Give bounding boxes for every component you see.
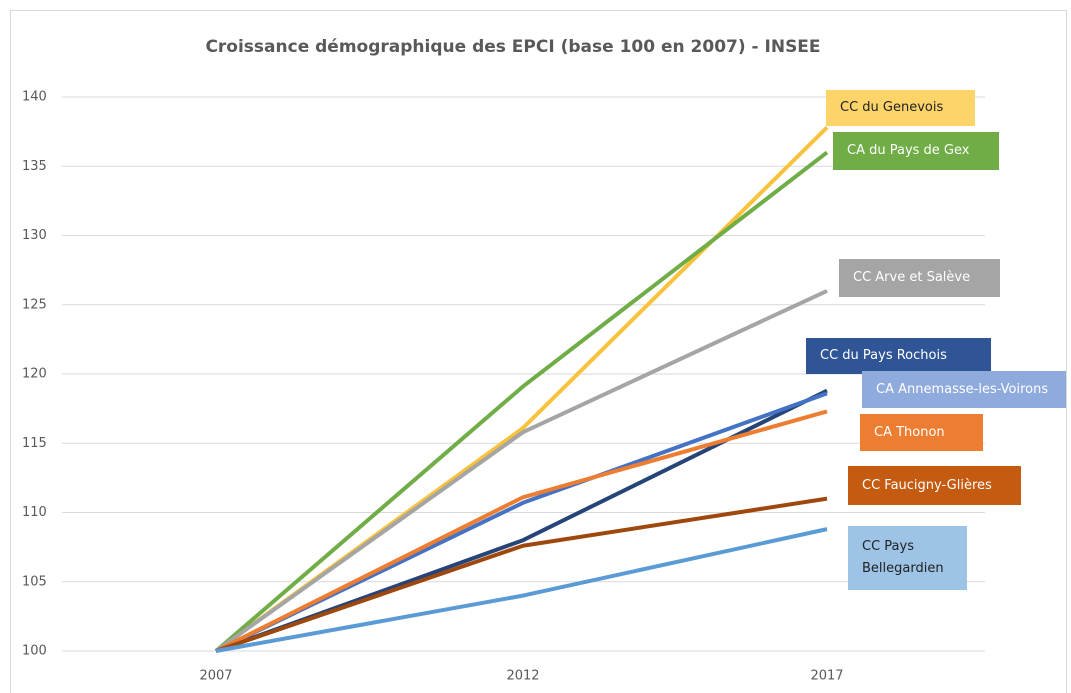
series-line [215,409,828,653]
y-tick-label: 135 [22,159,47,174]
series-line [215,527,828,653]
x-tick-label: 2007 [199,669,232,684]
x-tick-label: 2017 [810,669,843,684]
y-tick-label: 105 [22,574,47,589]
series-label: CA du Pays de Gex [833,132,999,170]
series-label: CC Pays Bellegardien [848,526,967,590]
series-label: CC Arve et Salève [839,259,1000,297]
y-tick-label: 140 [22,90,47,105]
series-line [214,150,829,653]
series-label: CC Faucigny-Glières [848,466,1021,505]
y-tick-label: 125 [22,297,47,312]
y-tick-label: 130 [22,228,47,243]
chart-border [10,10,1067,693]
series-label: CA Thonon [860,414,983,451]
series-label: CC du Pays Rochois [806,338,991,374]
y-tick-label: 110 [22,505,47,520]
series-label: CC du Genevois [826,90,975,126]
y-tick-label: 100 [22,644,47,659]
y-tick-label: 115 [22,436,47,451]
series-line [214,289,828,653]
x-tick-label: 2012 [506,669,539,684]
series-label: CA Annemasse-les-Voirons [862,371,1066,408]
series-line [215,496,828,653]
y-tick-label: 120 [22,367,47,382]
chart-title: Croissance démographique des EPCI (base … [205,37,820,57]
